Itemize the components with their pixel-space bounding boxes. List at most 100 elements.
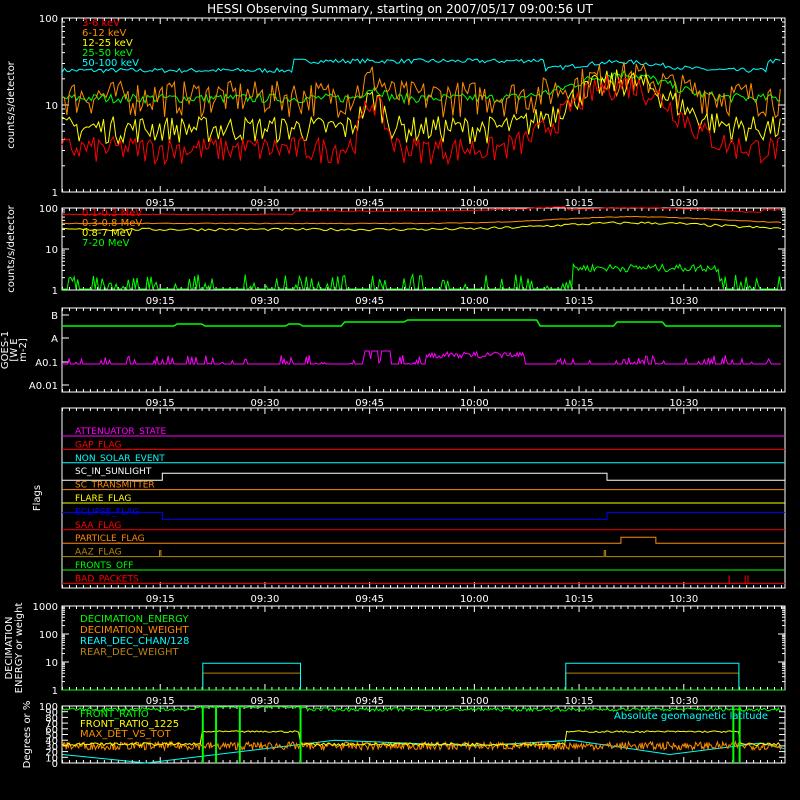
y-tick-label: 1 [52, 188, 58, 199]
lightcurve-low-ylabel: counts/s/detector [6, 60, 17, 148]
y-tick-label: A0.01 [29, 381, 58, 392]
y-tick-label: 50 [45, 731, 58, 742]
flag-trace [62, 536, 785, 544]
flags-time-label: 10:30 [669, 594, 698, 605]
front-ratio-1225-line [61, 730, 781, 747]
lightcurve-low-time-label: 10:00 [460, 198, 489, 209]
goes-frame [61, 307, 786, 393]
legend-item: Absolute geomagnetic latitude [614, 711, 768, 722]
series-4-line [61, 58, 781, 74]
goes-long-line [62, 319, 781, 327]
legend-item: MAX_DET_VS_TOT [80, 729, 172, 740]
lightcurve-high-time-label: 09:15 [146, 296, 175, 307]
flags-time-label: 09:15 [146, 594, 175, 605]
goes-time-label: 09:15 [146, 398, 175, 409]
flag-label: BAD_PACKETS [75, 574, 139, 584]
flag-trace [62, 511, 785, 520]
goes-ylabel: [W E [9, 338, 20, 361]
lightcurve-low-time-label: 10:15 [565, 198, 594, 209]
series-1-line [61, 61, 781, 119]
y-tick-label: 1 [52, 286, 58, 297]
y-tick-label: 100 [39, 14, 58, 25]
y-tick-label: 60 [45, 725, 58, 736]
y-tick-label: 10 [45, 658, 58, 669]
legend-item: REAR_DEC_CHAN/128 [80, 636, 189, 647]
decimation-ylabel: ENERGY or weight [14, 603, 25, 694]
legend-item: REAR_DEC_WEIGHT [80, 647, 179, 658]
decimation-time-label: 09:15 [146, 696, 175, 707]
decimation-time-label: 10:30 [669, 696, 698, 707]
decimation-time-label: 09:30 [251, 696, 280, 707]
flags-time-label: 09:45 [355, 594, 384, 605]
legend-item: DECIMATION_ENERGY [80, 614, 189, 625]
legend-item: 6-12 keV [82, 28, 126, 39]
y-tick-label: 10 [45, 101, 58, 112]
legend-item: 25-50 keV [82, 48, 133, 59]
y-tick-label: 100 [39, 204, 58, 215]
legend-item: 12-25 keV [82, 38, 133, 49]
lightcurve-high-time-label: 10:30 [669, 296, 698, 307]
y-tick-label: 40 [45, 736, 58, 747]
lightcurve-low-time-label: 09:30 [251, 198, 280, 209]
ratios-ylabel: Degrees or % [22, 701, 33, 769]
flag-label: SC_IN_SUNLIGHT [75, 467, 152, 477]
legend-item: 7-20 MeV [82, 238, 130, 249]
flags-time-label: 10:15 [565, 594, 594, 605]
goes-time-label: 10:30 [669, 398, 698, 409]
y-tick-label: 0 [52, 759, 58, 770]
y-tick-label: 80 [45, 713, 58, 724]
decimation-time-label: 10:00 [460, 696, 489, 707]
y-tick-label: 20 [45, 748, 58, 759]
goes-short-line [62, 350, 781, 366]
lightcurve-low-time-label: 09:45 [355, 198, 384, 209]
y-tick-label: B [51, 311, 58, 322]
decimation-ylabel: DECIMATION [4, 616, 15, 679]
legend-item: DECIMATION_WEIGHT [80, 625, 189, 636]
lightcurve-low-time-label: 10:30 [669, 198, 698, 209]
y-tick-label: 1 [52, 686, 58, 697]
flag-trace [62, 550, 785, 558]
y-tick-label: 100 [39, 702, 58, 713]
series-0-line [61, 206, 781, 216]
flag-label: SC_TRANSMITTER [75, 481, 155, 491]
legend-item: 3-6 keV [82, 18, 120, 29]
flag-label: GAP_FLAG [75, 440, 121, 450]
rear-dec-chan-line [62, 662, 785, 691]
goes-time-label: 10:15 [565, 398, 594, 409]
max-det-vs-tot-line [61, 740, 782, 752]
y-tick-label: A0.1 [35, 358, 58, 369]
y-tick-label: 90 [45, 708, 58, 719]
series-1-line [61, 215, 782, 225]
figure-title: HESSI Observing Summary, starting on 200… [207, 2, 593, 16]
flags-time-label: 10:00 [460, 594, 489, 605]
goes-time-label: 09:45 [355, 398, 384, 409]
flags-frame [61, 407, 786, 589]
flags-time-label: 09:30 [251, 594, 280, 605]
decimation-time-label: 10:15 [565, 696, 594, 707]
y-tick-label: A [51, 334, 58, 345]
front-ratio-line [61, 705, 782, 713]
y-tick-label: 1000 [33, 602, 58, 613]
goes-time-label: 09:30 [251, 398, 280, 409]
lightcurve-high-frame [61, 207, 786, 291]
lightcurve-high-time-label: 10:00 [460, 296, 489, 307]
flag-label: FRONTS_OFF [75, 561, 133, 571]
lightcurve-high-time-label: 09:45 [355, 296, 384, 307]
series-3-line [61, 69, 781, 105]
lightcurve-low-time-label: 09:15 [146, 198, 175, 209]
y-tick-label: 70 [45, 719, 58, 730]
goes-time-label: 10:00 [460, 398, 489, 409]
goes-ylabel: GOES-1 [0, 331, 11, 369]
decimation-time-label: 09:45 [355, 696, 384, 707]
flags-ylabel: Flags [32, 485, 43, 511]
y-tick-label: 10 [45, 753, 58, 764]
flag-label: PARTICLE_FLAG [75, 534, 145, 544]
lightcurve-high-time-label: 10:15 [565, 296, 594, 307]
legend-item: 0.3-0.8 MeV [82, 218, 142, 229]
lightcurve-high-time-label: 09:30 [251, 296, 280, 307]
legend-item: 50-100 keV [82, 58, 139, 69]
flag-trace [62, 472, 785, 481]
flag-label: SAA_FLAG [75, 521, 121, 531]
legend-item: 0.1-0.3 MeV [82, 208, 142, 219]
legend-item: FRONT_RATIO [80, 709, 149, 720]
